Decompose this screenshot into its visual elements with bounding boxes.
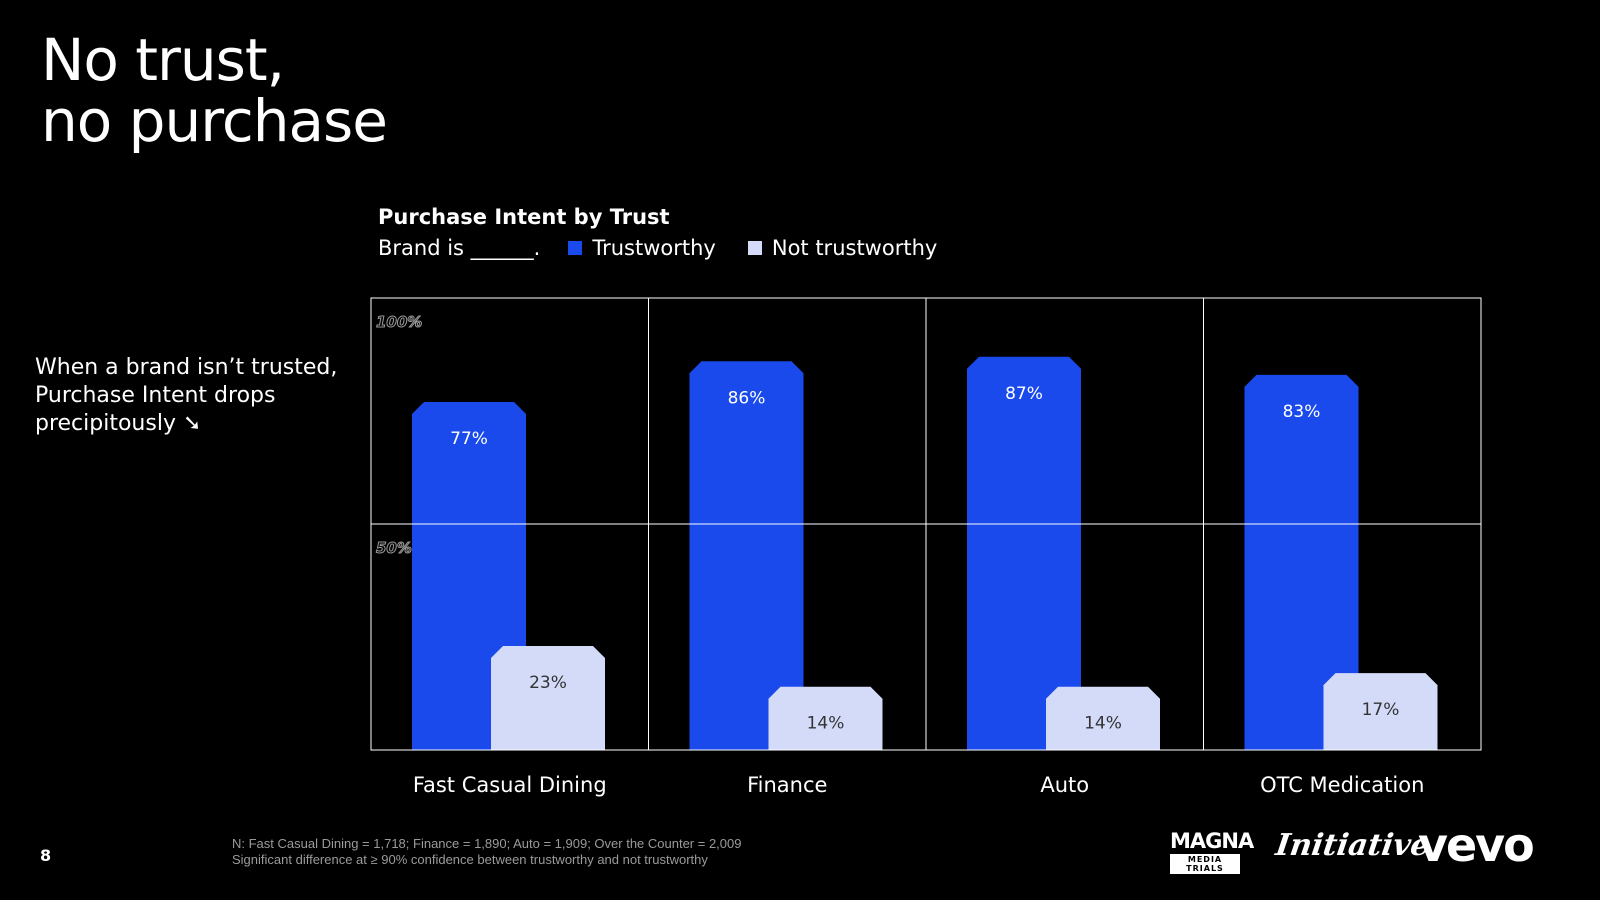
magna-logo-subtext: MEDIA TRIALS [1170,854,1240,874]
y-tick-label-1: 100% [376,313,422,331]
legend-label-not-trustworthy: Not trustworthy [771,236,938,260]
magna-logo: MAGNA MEDIA TRIALS [1170,829,1254,874]
vevo-logo: vevo [1418,818,1535,872]
chart-legend: Brand is ______. Trustworthy Not trustwo… [378,236,937,260]
data-label-trustworthy-3: 87% [1005,384,1043,404]
category-label-1: Fast Casual Dining [413,773,607,797]
initiative-logo: Initiative [1273,828,1433,863]
legend-item-not-trustworthy: Not trustworthy [747,236,938,260]
data-label-trustworthy-2: 86% [728,388,766,408]
bar-not-trustworthy-3 [1046,686,1160,750]
bar-not-trustworthy-2 [768,686,883,750]
category-label-3: Auto [1040,773,1089,797]
slide-title-line-1: No trust, [41,26,285,94]
slide-title: No trust, no purchase [41,26,388,155]
legend-swatch-not-trustworthy [747,241,762,255]
footnote-line-2: Significant difference at ≥ 90% confiden… [232,852,708,867]
footnote-line-1: N: Fast Casual Dining = 1,718; Finance =… [232,836,742,851]
category-label-4: OTC Medication [1260,773,1424,797]
bar-not-trustworthy-4 [1323,673,1438,750]
bar-trustworthy-3 [967,356,1081,750]
legend-swatch-trustworthy [568,241,583,255]
chart-title: Purchase Intent by Trust [378,205,670,229]
plot-frame [370,297,1482,751]
side-note-line-3: precipitously ➘ [35,411,202,436]
data-label-not-trustworthy-4: 17% [1362,700,1400,720]
slide-title-line-2: no purchase [41,87,388,155]
footnote: N: Fast Casual Dining = 1,718; Finance =… [232,836,742,868]
side-note-line-1: When a brand isn’t trusted, [35,355,338,380]
bar-not-trustworthy-1 [491,646,605,750]
legend-item-trustworthy: Trustworthy [568,236,716,260]
bar-trustworthy-4 [1244,374,1359,750]
legend-prefix: Brand is ______. [378,236,541,260]
data-label-trustworthy-1: 77% [450,429,488,449]
data-label-not-trustworthy-1: 23% [529,673,567,693]
bar-trustworthy-2 [689,361,804,750]
y-tick-label-2: 50% [376,539,412,557]
magna-logo-text: MAGNA [1170,829,1254,853]
data-label-trustworthy-4: 83% [1283,402,1321,422]
legend-label-trustworthy: Trustworthy [592,236,716,260]
category-label-2: Finance [747,773,827,797]
data-label-not-trustworthy-2: 14% [807,714,845,734]
data-label-not-trustworthy-3: 14% [1084,714,1122,734]
page-number: 8 [40,846,52,865]
side-note-line-2: Purchase Intent drops [35,383,276,408]
side-note: When a brand isn’t trusted, Purchase Int… [35,354,355,438]
